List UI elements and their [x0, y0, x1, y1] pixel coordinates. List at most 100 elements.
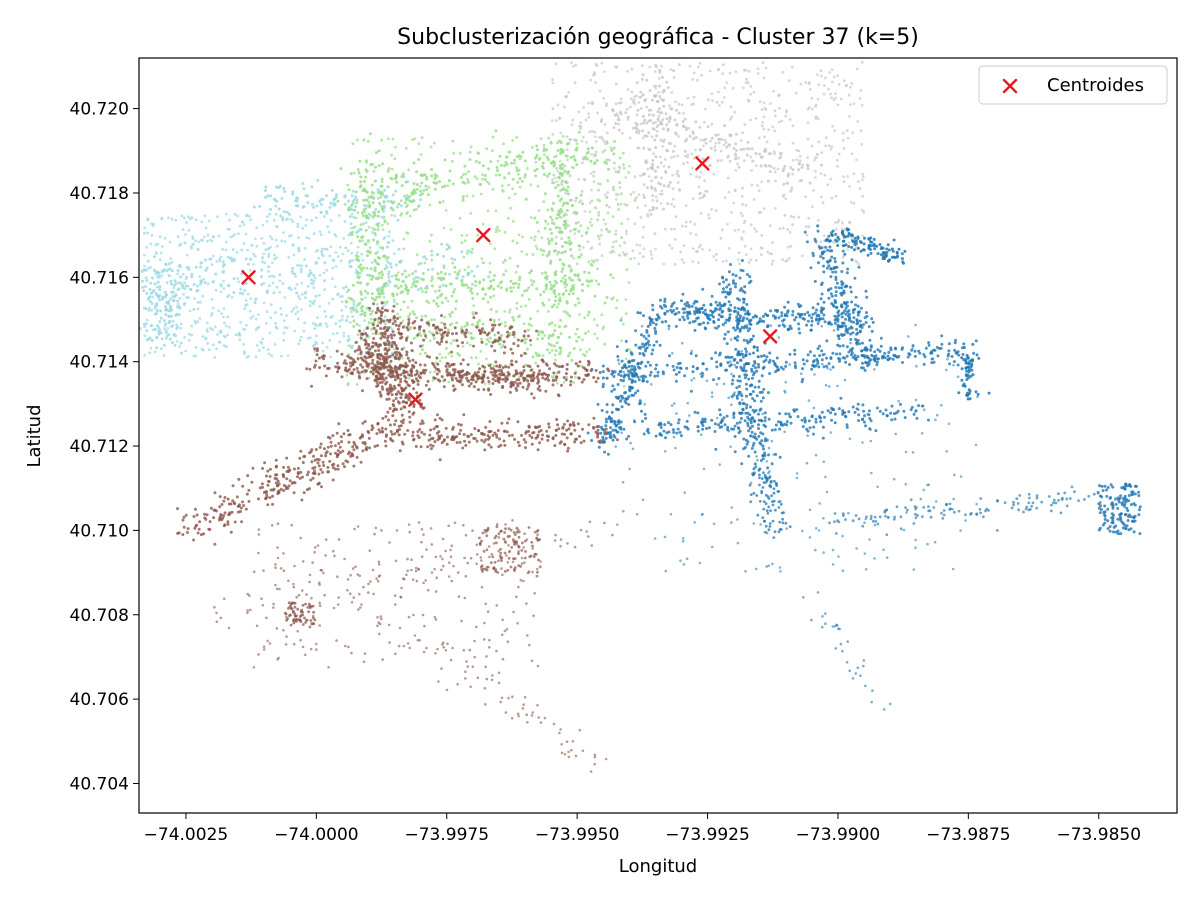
- data-point: [737, 390, 741, 394]
- data-point: [757, 136, 761, 140]
- data-point: [651, 159, 655, 163]
- data-point: [586, 240, 590, 244]
- data-point: [692, 156, 696, 160]
- data-point: [357, 353, 360, 356]
- data-point: [806, 353, 810, 357]
- data-point: [433, 318, 436, 322]
- data-point: [229, 235, 233, 239]
- data-point: [515, 301, 519, 305]
- data-point: [834, 96, 838, 100]
- data-point: [824, 144, 828, 148]
- data-point: [710, 294, 714, 298]
- data-point: [577, 229, 581, 233]
- data-point: [554, 235, 558, 239]
- data-point: [380, 177, 384, 181]
- data-point: [344, 305, 348, 309]
- data-point: [155, 336, 159, 340]
- data-point: [796, 415, 800, 419]
- data-point: [605, 228, 609, 232]
- data-point: [733, 229, 737, 232]
- data-point: [620, 222, 623, 226]
- data-point: [542, 147, 546, 151]
- data-point: [705, 190, 709, 194]
- data-point: [502, 273, 506, 277]
- data-point: [870, 317, 874, 321]
- data-point: [428, 370, 432, 374]
- data-point: [836, 165, 839, 168]
- data-point: [357, 265, 361, 269]
- data-point: [564, 289, 568, 293]
- data-point: [360, 309, 364, 313]
- data-point: [851, 331, 855, 335]
- data-point: [641, 235, 645, 239]
- data-point: [685, 137, 689, 141]
- data-point: [415, 187, 419, 191]
- data-point: [669, 308, 673, 312]
- data-point: [547, 242, 551, 246]
- data-point: [756, 67, 760, 71]
- data-point: [648, 316, 652, 320]
- data-point: [758, 391, 762, 394]
- data-point: [857, 262, 861, 266]
- data-point: [843, 356, 847, 360]
- data-point: [334, 251, 338, 254]
- data-point: [677, 418, 681, 422]
- data-point: [661, 75, 664, 79]
- data-point: [797, 162, 801, 166]
- data-point: [269, 316, 273, 320]
- data-point: [572, 256, 575, 260]
- data-point: [369, 267, 373, 271]
- data-point: [151, 295, 155, 299]
- data-point: [274, 212, 278, 216]
- data-point: [550, 207, 554, 211]
- data-point: [356, 245, 360, 249]
- data-point: [545, 155, 549, 159]
- data-point: [605, 102, 609, 106]
- data-point: [346, 382, 350, 385]
- data-point: [452, 339, 456, 342]
- data-point: [399, 308, 403, 311]
- data-point: [372, 228, 376, 232]
- data-point: [389, 200, 393, 203]
- data-point: [627, 281, 631, 284]
- data-point: [539, 137, 543, 141]
- data-point: [680, 103, 684, 107]
- data-point: [834, 290, 838, 294]
- data-point: [179, 275, 183, 279]
- data-point: [809, 350, 812, 354]
- data-point: [546, 174, 549, 178]
- data-point: [678, 361, 682, 365]
- data-point: [555, 216, 559, 220]
- data-point: [651, 198, 655, 202]
- data-point: [657, 316, 661, 320]
- data-point: [600, 228, 604, 232]
- data-point: [773, 362, 777, 365]
- data-point: [553, 329, 557, 332]
- data-point: [638, 352, 642, 355]
- data-point: [829, 275, 833, 279]
- data-point: [215, 260, 219, 263]
- data-point: [784, 114, 787, 118]
- data-point: [705, 367, 709, 371]
- data-point: [349, 265, 353, 269]
- data-point: [700, 307, 704, 311]
- data-point: [824, 239, 828, 242]
- data-point: [762, 76, 766, 80]
- data-point: [615, 345, 619, 349]
- data-point: [684, 126, 688, 130]
- data-point: [759, 253, 763, 256]
- data-point: [469, 145, 473, 149]
- data-point: [476, 323, 480, 326]
- data-point: [530, 324, 533, 327]
- data-point: [351, 142, 355, 146]
- data-point: [524, 337, 528, 341]
- data-point: [562, 310, 566, 313]
- data-point: [254, 355, 258, 359]
- data-point: [533, 216, 537, 220]
- data-point: [525, 253, 529, 256]
- data-point: [297, 342, 301, 346]
- data-point: [770, 462, 774, 466]
- data-point: [470, 356, 473, 360]
- data-point: [537, 230, 540, 233]
- data-point: [752, 441, 756, 445]
